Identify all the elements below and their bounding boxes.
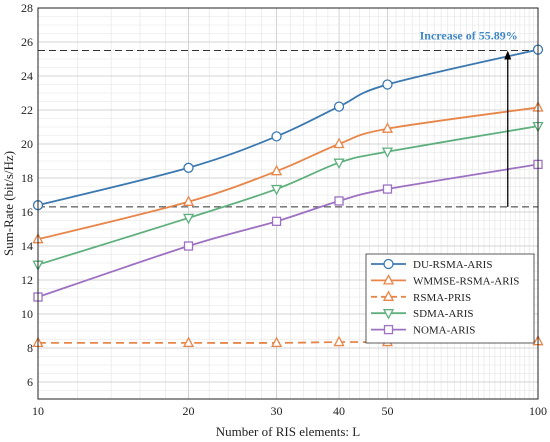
data-point [271,216,282,227]
y-tick-label: 16 [21,205,33,219]
data-point [333,335,345,347]
series-du-rsma-aris [32,44,544,211]
annotation-text: Increase of 55.89% [420,29,518,43]
legend-swatch-marker [382,309,395,320]
legend-entry-sdma-aris: SDMA-ARIS [371,308,474,320]
series-line [37,125,539,266]
x-tick-label: 20 [183,404,195,418]
legend-entry-du-rsma-aris: DU-RSMA-ARIS [371,258,492,271]
axis-ticks: 10 20 30 40 50 100 6 8 10 12 14 16 18 20 22 24 26 28 [21,1,547,418]
data-point [382,79,393,90]
legend-label: NOMA-ARIS [413,325,475,337]
y-tick-label: 8 [27,341,33,355]
data-point [333,137,345,149]
series-line [37,48,539,207]
data-point [183,162,194,173]
y-axis-label: Sum-Rate (bit/s/Hz) [1,151,16,256]
y-tick-label: 28 [21,1,33,15]
series-line [37,163,539,298]
legend-label: WMMSE-RSMA-ARIS [413,275,519,287]
series-line [37,340,539,344]
legend: DU-RSMA-ARIS WMMSE-RSMA-ARIS RSMA-PRIS SDMA… [365,253,535,344]
y-tick-label: 6 [27,375,33,389]
legend-box [365,253,535,344]
y-tick-label: 24 [21,69,33,83]
data-point [182,336,195,348]
legend-swatch-marker [383,258,394,270]
data-point [334,196,344,206]
annotation: Increase of 55.89% [420,29,518,207]
data-point [182,195,195,206]
legend-label: DU-RSMA-ARIS [413,259,492,271]
x-tick-label: 50 [381,404,393,418]
y-tick-label: 20 [21,137,33,151]
data-point [270,164,283,176]
legend-entry-noma-aris: NOMA-ARIS [371,325,475,337]
x-tick-label: 30 [271,404,283,418]
legend-swatch-marker [383,324,394,335]
legend-entry-rsma-pris: RSMA-PRIS [371,290,471,304]
series-layer [32,44,544,348]
y-tick-label: 10 [21,307,33,321]
legend-label: SDMA-ARIS [413,308,474,320]
x-axis-label: Number of RIS elements: L [216,424,360,439]
x-tick-label: 40 [333,404,345,418]
data-point [333,101,345,112]
y-tick-label: 14 [21,239,33,253]
plot-frame [37,7,539,400]
data-point [270,184,283,196]
data-point [183,241,194,251]
data-point [381,122,394,133]
legend-swatch-marker [382,274,395,285]
x-tick-label: 10 [32,404,44,418]
data-point [270,336,283,348]
annotation-arrow-head [504,50,512,60]
legend-entry-wmmse-rsma-aris: WMMSE-RSMA-ARIS [371,274,519,287]
data-point [333,158,345,170]
data-point [382,184,393,194]
x-tick-label: 100 [529,404,547,418]
legend-swatch-marker [382,290,395,301]
legend-label: RSMA-PRIS [413,292,471,304]
y-tick-label: 22 [21,103,33,117]
series-line [37,106,539,241]
data-point [182,213,195,225]
data-point [381,147,394,159]
y-tick-label: 18 [21,171,33,185]
y-tick-label: 12 [21,273,33,287]
reference-lines [38,50,538,208]
y-tick-label: 26 [21,35,33,49]
data-point [271,131,282,142]
